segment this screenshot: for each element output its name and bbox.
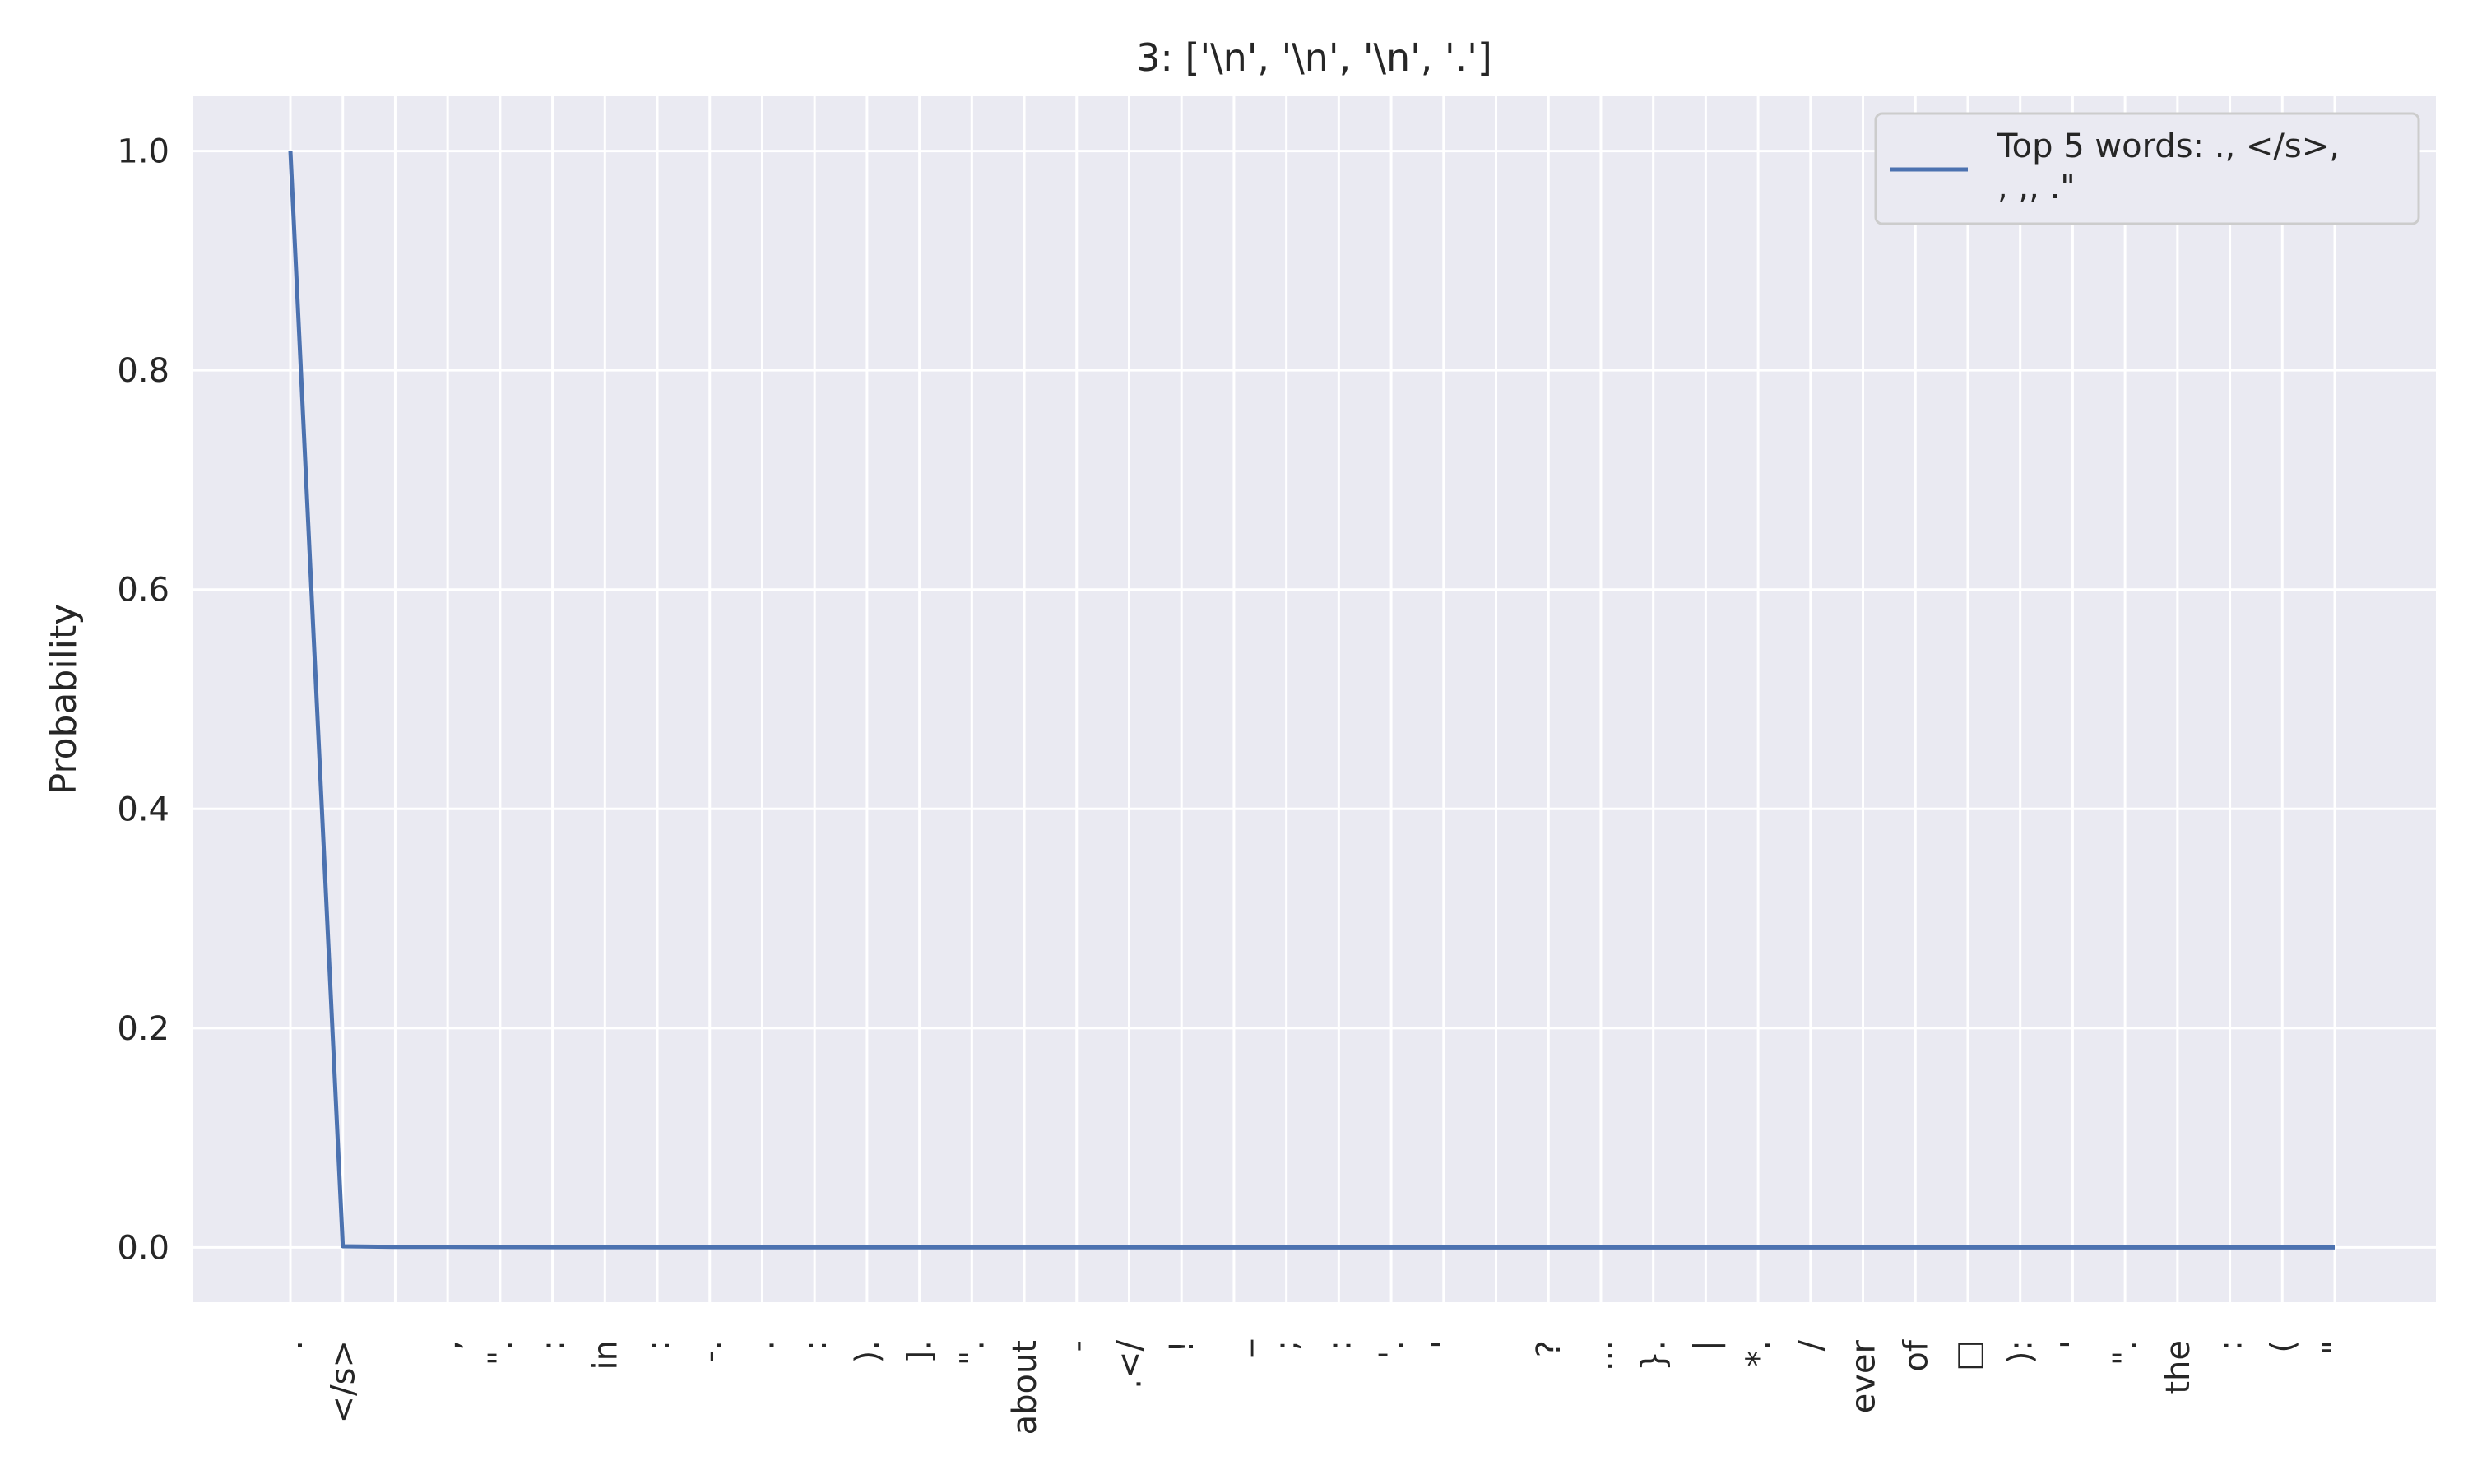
x-tick-label: !: [1163, 1340, 1201, 1353]
y-tick-label: 0.0: [117, 1229, 169, 1267]
x-tick-label: (: [2264, 1340, 2302, 1353]
x-tick-label: ': [1426, 1340, 1464, 1349]
plot-area: [193, 96, 2436, 1302]
x-tick-label: ".: [953, 1340, 991, 1366]
x-tick-label: about: [1006, 1340, 1044, 1435]
x-tick-label: </s>: [325, 1340, 363, 1423]
x-tick-label: *.: [1740, 1340, 1778, 1367]
x-tick-label: /: [1793, 1339, 1830, 1351]
x-tick-label: ?: [1530, 1340, 1568, 1357]
x-tick-label: _: [1216, 1339, 1254, 1357]
y-tick-label: 0.8: [117, 352, 169, 390]
x-tick-label: the: [2160, 1340, 2197, 1394]
x-tick-label: □: [1950, 1340, 1988, 1371]
legend: Top 5 words: ., </s>, , ,, .": [1876, 114, 2419, 224]
x-tick-label: :: [639, 1340, 677, 1351]
x-axis-ticks: . </s>, ".: in: -..:).]. ". about - .</! _;: '. '?.…: [272, 1339, 2354, 1435]
x-tick-label: -.: [692, 1340, 730, 1362]
x-tick-label: .: [744, 1340, 782, 1351]
x-tick-label: ;: [1269, 1340, 1306, 1351]
x-tick-label: ].: [902, 1340, 939, 1363]
x-tick-label: ,: [429, 1340, 467, 1351]
x-tick-label: of: [1897, 1339, 1935, 1371]
x-tick-label: }.: [1635, 1340, 1673, 1371]
x-tick-label: in: [587, 1340, 624, 1370]
y-tick-label: 0.2: [117, 1010, 169, 1048]
x-tick-label: .</: [1111, 1339, 1148, 1389]
y-tick-label: 0.6: [117, 572, 169, 610]
x-tick-label: '.: [1373, 1340, 1411, 1360]
y-axis-label: Probability: [43, 604, 85, 795]
x-tick-label: ": [2317, 1340, 2354, 1355]
x-tick-label: ".: [482, 1340, 520, 1366]
x-tick-label: ': [2054, 1340, 2092, 1349]
x-tick-label: -: [1059, 1340, 1097, 1352]
x-tick-label: ever: [1845, 1339, 1883, 1413]
y-axis-ticks: 0.0 0.2 0.4 0.6 0.8 1.0: [117, 133, 169, 1268]
x-tick-label: :: [1320, 1340, 1358, 1351]
legend-label-line: Top 5 words: ., </s>,: [1997, 128, 2340, 165]
x-tick-label: ".: [2107, 1340, 2145, 1366]
x-tick-label: ).: [849, 1340, 887, 1363]
x-tick-label: |: [1687, 1340, 1725, 1351]
y-tick-label: 0.4: [117, 791, 169, 828]
x-tick-label: ):: [2002, 1340, 2040, 1364]
x-tick-label: :: [796, 1340, 834, 1351]
x-tick-label: ...: [1583, 1340, 1621, 1371]
legend-label-line: , ,, .": [1997, 169, 2076, 206]
x-tick-label: :: [2212, 1340, 2250, 1351]
y-tick-label: 1.0: [117, 133, 169, 171]
x-tick-label: .: [272, 1340, 310, 1351]
chart-title: 3: ['\n', '\n', '\n', '.']: [1136, 35, 1492, 80]
x-tick-label: :: [535, 1340, 573, 1351]
